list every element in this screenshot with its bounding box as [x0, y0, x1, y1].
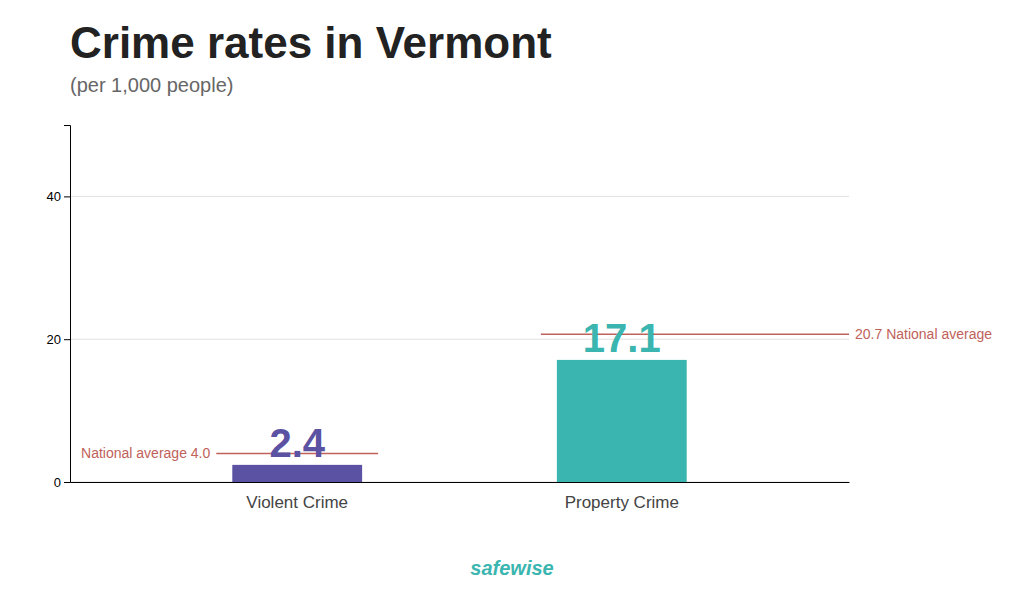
x-tick-label: Violent Crime — [246, 493, 348, 512]
marks — [216, 334, 849, 482]
y-tick-label: 20 — [47, 332, 61, 347]
x-tick-label: Property Crime — [565, 493, 679, 512]
y-tick-label: 0 — [54, 475, 61, 490]
grid — [70, 196, 849, 482]
y-tick: 20 — [47, 332, 70, 347]
x-tick: Property Crime — [565, 493, 679, 512]
subtitle: (per 1,000 people) — [70, 74, 233, 96]
plot: 0 20 40 Violent Crime Property Crime 2.4 17.1 N… — [47, 126, 993, 513]
x-axis: Violent Crime Property Crime — [71, 483, 850, 513]
y-axis-line — [64, 126, 71, 483]
y-tick: 0 — [54, 475, 70, 490]
data-label: 17.1 — [583, 316, 661, 360]
y-tick-mark — [64, 482, 70, 483]
national-average-label: National average 4.0 — [81, 445, 210, 461]
grid-line — [70, 196, 849, 197]
grid-line — [70, 482, 849, 483]
y-tick-mark — [64, 339, 70, 340]
x-axis-line — [71, 482, 850, 483]
bar — [232, 465, 362, 482]
chart: Crime rates in Vermont (per 1,000 people)… — [0, 0, 1024, 597]
annotation: safewise — [470, 557, 553, 579]
national-average-label: 20.7 National average — [855, 326, 992, 342]
y-axis: 0 20 40 — [47, 126, 71, 490]
y-tick-label: 40 — [47, 189, 61, 204]
x-tick: Violent Crime — [246, 493, 348, 512]
grid-line — [70, 339, 849, 340]
y-tick: 40 — [47, 189, 70, 204]
y-tick-mark — [64, 196, 70, 197]
bar — [557, 360, 687, 482]
title: Crime rates in Vermont — [70, 18, 552, 67]
data-label: 2.4 — [269, 421, 325, 465]
